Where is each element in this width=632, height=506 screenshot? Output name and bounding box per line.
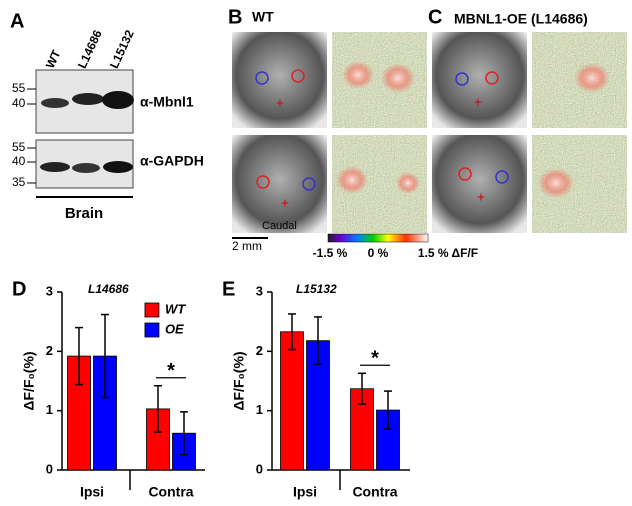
panel-label: B: [228, 6, 242, 28]
panel-label: D: [12, 278, 26, 300]
y-tick-label: 1: [256, 402, 263, 417]
y-axis-label: ΔF/F₀(%): [231, 351, 247, 410]
significance-star: *: [167, 360, 175, 382]
x-tick-label: Ipsi: [293, 484, 317, 500]
legend-swatch: [144, 322, 160, 338]
brain-image: [232, 135, 327, 233]
scale-bar-label: 2 mm: [232, 239, 262, 253]
y-tick-label: 2: [46, 343, 53, 358]
band: [72, 93, 104, 105]
band: [72, 163, 100, 173]
lane-label: WT: [43, 47, 64, 70]
brain-image: [432, 135, 527, 233]
colorbar: [327, 233, 429, 243]
brain-image: [432, 32, 527, 128]
marker: 40: [12, 96, 26, 110]
band-label: α-Mbnl1: [140, 94, 194, 110]
annotation: Caudal: [262, 220, 297, 232]
colorbar-label: 1.5 % ΔF/F: [418, 246, 478, 260]
y-tick-label: 3: [46, 283, 53, 298]
band: [41, 98, 69, 108]
colorbar-label: 0 %: [368, 246, 389, 260]
y-tick-label: 3: [256, 283, 263, 298]
svg-text:+: +: [276, 95, 284, 111]
y-tick-label: 0: [256, 461, 263, 476]
y-tick-label: 1: [46, 402, 53, 417]
marker: 55: [12, 140, 26, 154]
svg-text:+: +: [477, 189, 485, 205]
legend-label: WT: [165, 301, 186, 316]
legend-label: OE: [165, 321, 184, 336]
lane-label: L14686: [75, 28, 105, 71]
y-tick-label: 2: [256, 343, 263, 358]
x-tick-label: Contra: [148, 484, 193, 500]
panel-title: WT: [252, 9, 274, 25]
marker: 55: [12, 81, 26, 95]
band-label: α-GAPDH: [140, 153, 204, 169]
significance-star: *: [371, 348, 379, 370]
band: [40, 162, 70, 172]
legend-swatch: [144, 302, 160, 318]
bar: [280, 331, 304, 471]
lane-label: L15132: [107, 28, 137, 71]
svg-text:+: +: [281, 195, 289, 211]
panel-label: A: [10, 10, 24, 32]
band: [103, 161, 133, 173]
marker: 35: [12, 175, 26, 189]
brain-image: [232, 32, 327, 128]
colorbar-label: -1.5 %: [313, 246, 348, 260]
panel-label: C: [428, 6, 442, 28]
chart-title: L14686: [88, 282, 129, 296]
tissue-label: Brain: [65, 205, 103, 222]
chart-title: L15132: [296, 282, 337, 296]
marker: 40: [12, 154, 26, 168]
svg-text:+: +: [474, 94, 482, 110]
panel-label: E: [222, 278, 235, 300]
y-tick-label: 0: [46, 461, 53, 476]
panel-title: MBNL1-OE (L14686): [454, 11, 588, 27]
x-tick-label: Contra: [352, 484, 397, 500]
x-tick-label: Ipsi: [80, 484, 104, 500]
y-axis-label: ΔF/F₀(%): [21, 351, 37, 410]
band: [102, 91, 134, 109]
